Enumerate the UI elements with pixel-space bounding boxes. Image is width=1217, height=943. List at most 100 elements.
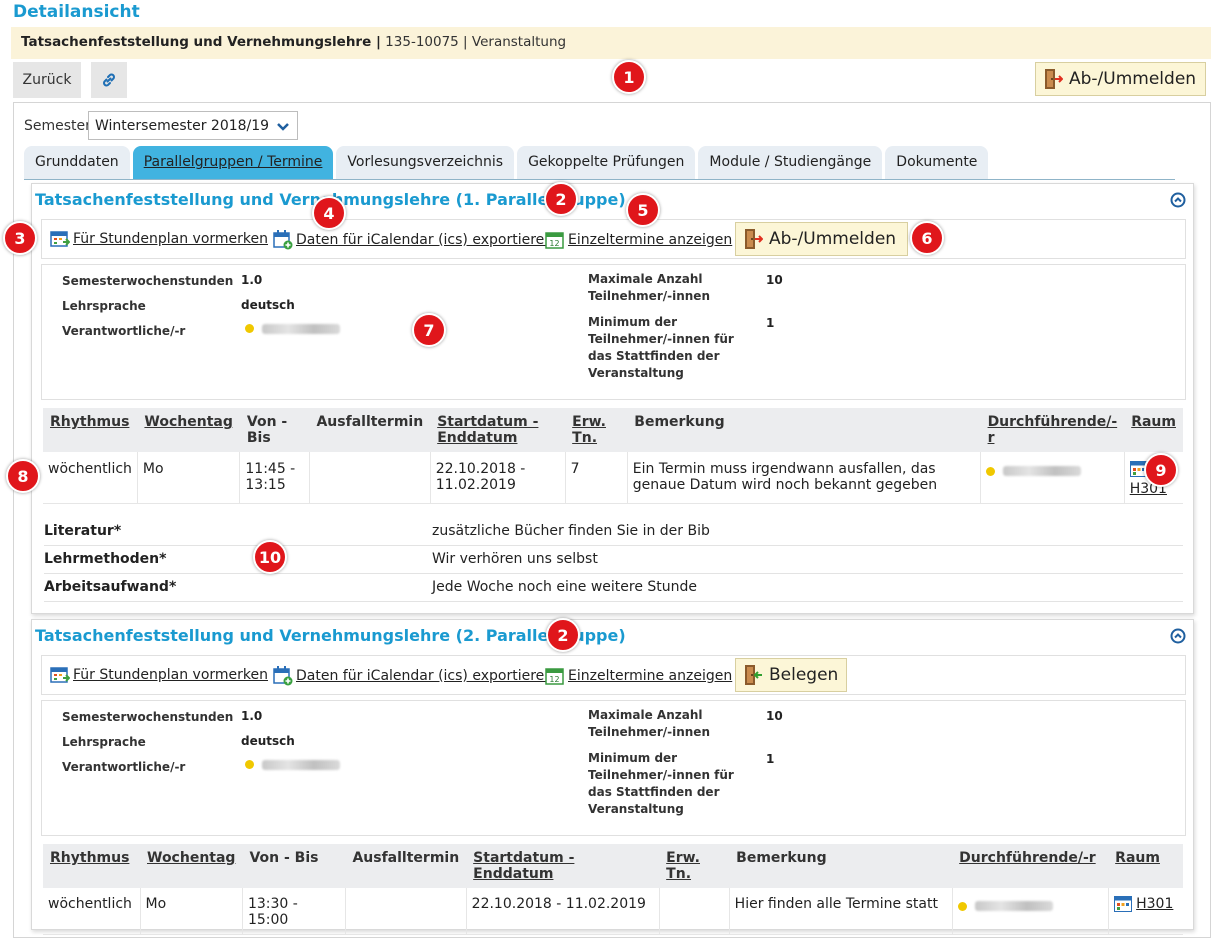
min-participants-label: Minimum der Teilnehmer/-innen für das St… bbox=[588, 751, 734, 816]
responsible-value bbox=[245, 321, 340, 335]
col-rhythm[interactable]: Rhythmus bbox=[43, 408, 138, 452]
responsible-label: Verantwortliche/-r bbox=[62, 324, 186, 338]
course-info-bar: Tatsachenfeststellung und Vernehmungsleh… bbox=[11, 27, 1211, 59]
max-participants-label: Maximale Anzahl Teilnehmer/-innen bbox=[588, 272, 710, 303]
register-button-top[interactable]: Ab-/Ummelden bbox=[1035, 62, 1206, 96]
schedule-link[interactable]: Für Stundenplan vormerken bbox=[50, 666, 268, 684]
annotation-badge-5: 5 bbox=[626, 193, 660, 227]
annotation-badge-4: 4 bbox=[312, 196, 346, 230]
semester-select[interactable]: Wintersemester 2018/19 bbox=[88, 111, 298, 140]
action-bar: Für Stundenplan vormerken Daten für iCal… bbox=[41, 655, 1186, 695]
cell-expected bbox=[658, 888, 730, 935]
col-expected[interactable]: Erw. Tn. bbox=[565, 408, 628, 452]
collapse-up-icon[interactable] bbox=[1170, 628, 1186, 644]
col-rhythm[interactable]: Rhythmus bbox=[43, 844, 140, 888]
semester-selected-value: Wintersemester 2018/19 bbox=[95, 118, 270, 134]
table-header-row: Rhythmus Wochentag Von - Bis Ausfallterm… bbox=[43, 408, 1183, 452]
ical-export-link[interactable]: Daten für iCalendar (ics) exportieren bbox=[273, 666, 553, 686]
tab-grunddaten[interactable]: Grunddaten bbox=[24, 146, 130, 179]
annotation-badge-3: 3 bbox=[3, 221, 37, 255]
back-button[interactable]: Zurück bbox=[13, 62, 81, 98]
enroll-button[interactable]: Belegen bbox=[735, 658, 847, 692]
sws-label: Semesterwochenstunden bbox=[62, 710, 234, 724]
table-row: wöchentlich Mo 11:45 - 13:15 22.10.2018 … bbox=[43, 452, 1183, 504]
ical-export-link[interactable]: Daten für iCalendar (ics) exportieren bbox=[273, 230, 553, 250]
annotation-badge-9: 9 bbox=[1144, 453, 1178, 487]
max-participants-value: 10 bbox=[766, 709, 783, 723]
language-label: Lehrsprache bbox=[62, 299, 146, 313]
col-room[interactable]: Raum bbox=[1124, 408, 1183, 452]
parallel-group-1: Tatsachenfeststellung und Vernehmungsleh… bbox=[31, 183, 1194, 614]
max-participants-label: Maximale Anzahl Teilnehmer/-innen bbox=[588, 708, 710, 739]
min-participants-label: Minimum der Teilnehmer/-innen für das St… bbox=[588, 315, 734, 380]
cell-dates: 22.10.2018 - 11.02.2019 bbox=[465, 888, 660, 935]
tab-parallelgruppen[interactable]: Parallelgruppen / Termine bbox=[132, 146, 334, 179]
tab-gekoppelte-pruefungen[interactable]: Gekoppelte Prüfungen bbox=[517, 146, 696, 179]
min-participants-value: 1 bbox=[766, 752, 775, 766]
annotation-badge-2b: 2 bbox=[546, 618, 580, 652]
cell-dates: 22.10.2018 - 11.02.2019 bbox=[429, 452, 566, 504]
col-dates[interactable]: Startdatum - Enddatum bbox=[466, 844, 660, 888]
cell-cancel bbox=[344, 888, 467, 935]
tab-module-studiengaenge[interactable]: Module / Studiengänge bbox=[698, 146, 883, 179]
col-weekday[interactable]: Wochentag bbox=[140, 844, 243, 888]
single-dates-link[interactable]: 12 Einzeltermine anzeigen bbox=[545, 230, 732, 250]
single-dates-link[interactable]: 12 Einzeltermine anzeigen bbox=[545, 666, 732, 686]
annotation-badge-2: 2 bbox=[544, 182, 578, 216]
cell-rhythm: wöchentlich bbox=[43, 452, 138, 504]
collapse-up-icon[interactable] bbox=[1170, 192, 1186, 208]
room-link[interactable]: H301 bbox=[1136, 896, 1174, 912]
cell-time: 13:30 - 15:00 bbox=[241, 888, 346, 935]
cell-weekday: Mo bbox=[139, 888, 243, 935]
register-label: Ab-/Ummelden bbox=[1069, 69, 1197, 89]
cell-remark: Hier finden alle Termine statt bbox=[728, 888, 953, 935]
calendar-schedule-icon bbox=[50, 667, 70, 683]
col-cancel: Ausfalltermin bbox=[309, 408, 431, 452]
col-dates[interactable]: Startdatum - Enddatum bbox=[430, 408, 566, 452]
annotation-badge-1: 1 bbox=[612, 60, 646, 94]
course-name: Tatsachenfeststellung und Vernehmungsleh… bbox=[21, 34, 372, 50]
redacted-name bbox=[1003, 466, 1082, 476]
status-dot bbox=[986, 466, 996, 476]
extra-row-workload: Arbeitsaufwand* Jede Woche noch eine wei… bbox=[44, 574, 1183, 602]
door-exit-icon bbox=[745, 229, 763, 249]
col-weekday[interactable]: Wochentag bbox=[137, 408, 240, 452]
col-remark: Bemerkung bbox=[627, 408, 981, 452]
door-exit-icon bbox=[1045, 69, 1063, 89]
col-expected[interactable]: Erw. Tn. bbox=[659, 844, 730, 888]
status-dot bbox=[245, 324, 254, 333]
semester-label: Semester bbox=[24, 118, 91, 134]
permalink-button[interactable] bbox=[91, 62, 127, 98]
door-enter-icon bbox=[745, 665, 762, 685]
language-label: Lehrsprache bbox=[62, 735, 146, 749]
room-grid-icon bbox=[1129, 461, 1148, 477]
max-participants-value: 10 bbox=[766, 273, 783, 287]
extra-row-literature: Literatur* zusätzliche Bücher finden Sie… bbox=[44, 518, 1183, 546]
register-button[interactable]: Ab-/Ummelden bbox=[735, 222, 908, 256]
svg-text:12: 12 bbox=[549, 239, 559, 248]
schedule-link[interactable]: Für Stundenplan vormerken bbox=[50, 230, 268, 248]
responsible-label: Verantwortliche/-r bbox=[62, 760, 186, 774]
col-performer[interactable]: Durchführende/-r bbox=[980, 408, 1125, 452]
tabs-divider bbox=[24, 179, 1175, 180]
tab-vorlesungsverzeichnis[interactable]: Vorlesungsverzeichnis bbox=[336, 146, 515, 179]
cell-time: 11:45 - 13:15 bbox=[239, 452, 310, 504]
min-participants-value: 1 bbox=[766, 316, 775, 330]
dates-table: Rhythmus Wochentag Von - Bis Ausfallterm… bbox=[43, 844, 1183, 935]
redacted-name bbox=[262, 323, 340, 334]
action-bar: Für Stundenplan vormerken Daten für iCal… bbox=[41, 219, 1186, 259]
annotation-badge-10: 10 bbox=[253, 540, 287, 574]
col-remark: Bemerkung bbox=[729, 844, 953, 888]
cell-room[interactable]: H301 bbox=[1107, 888, 1183, 935]
col-time: Von - Bis bbox=[242, 844, 346, 888]
cell-performer bbox=[951, 888, 1109, 935]
col-room[interactable]: Raum bbox=[1108, 844, 1183, 888]
sws-value: 1.0 bbox=[241, 709, 263, 723]
group-title[interactable]: Tatsachenfeststellung und Vernehmungsleh… bbox=[35, 626, 626, 645]
tab-dokumente[interactable]: Dokumente bbox=[885, 146, 989, 179]
dates-table: Rhythmus Wochentag Von - Bis Ausfallterm… bbox=[43, 408, 1183, 504]
col-time: Von - Bis bbox=[239, 408, 310, 452]
details-box: Semesterwochenstunden 1.0 Lehrsprache de… bbox=[41, 264, 1186, 400]
cell-cancel bbox=[308, 452, 431, 504]
col-performer[interactable]: Durchführende/-r bbox=[952, 844, 1109, 888]
